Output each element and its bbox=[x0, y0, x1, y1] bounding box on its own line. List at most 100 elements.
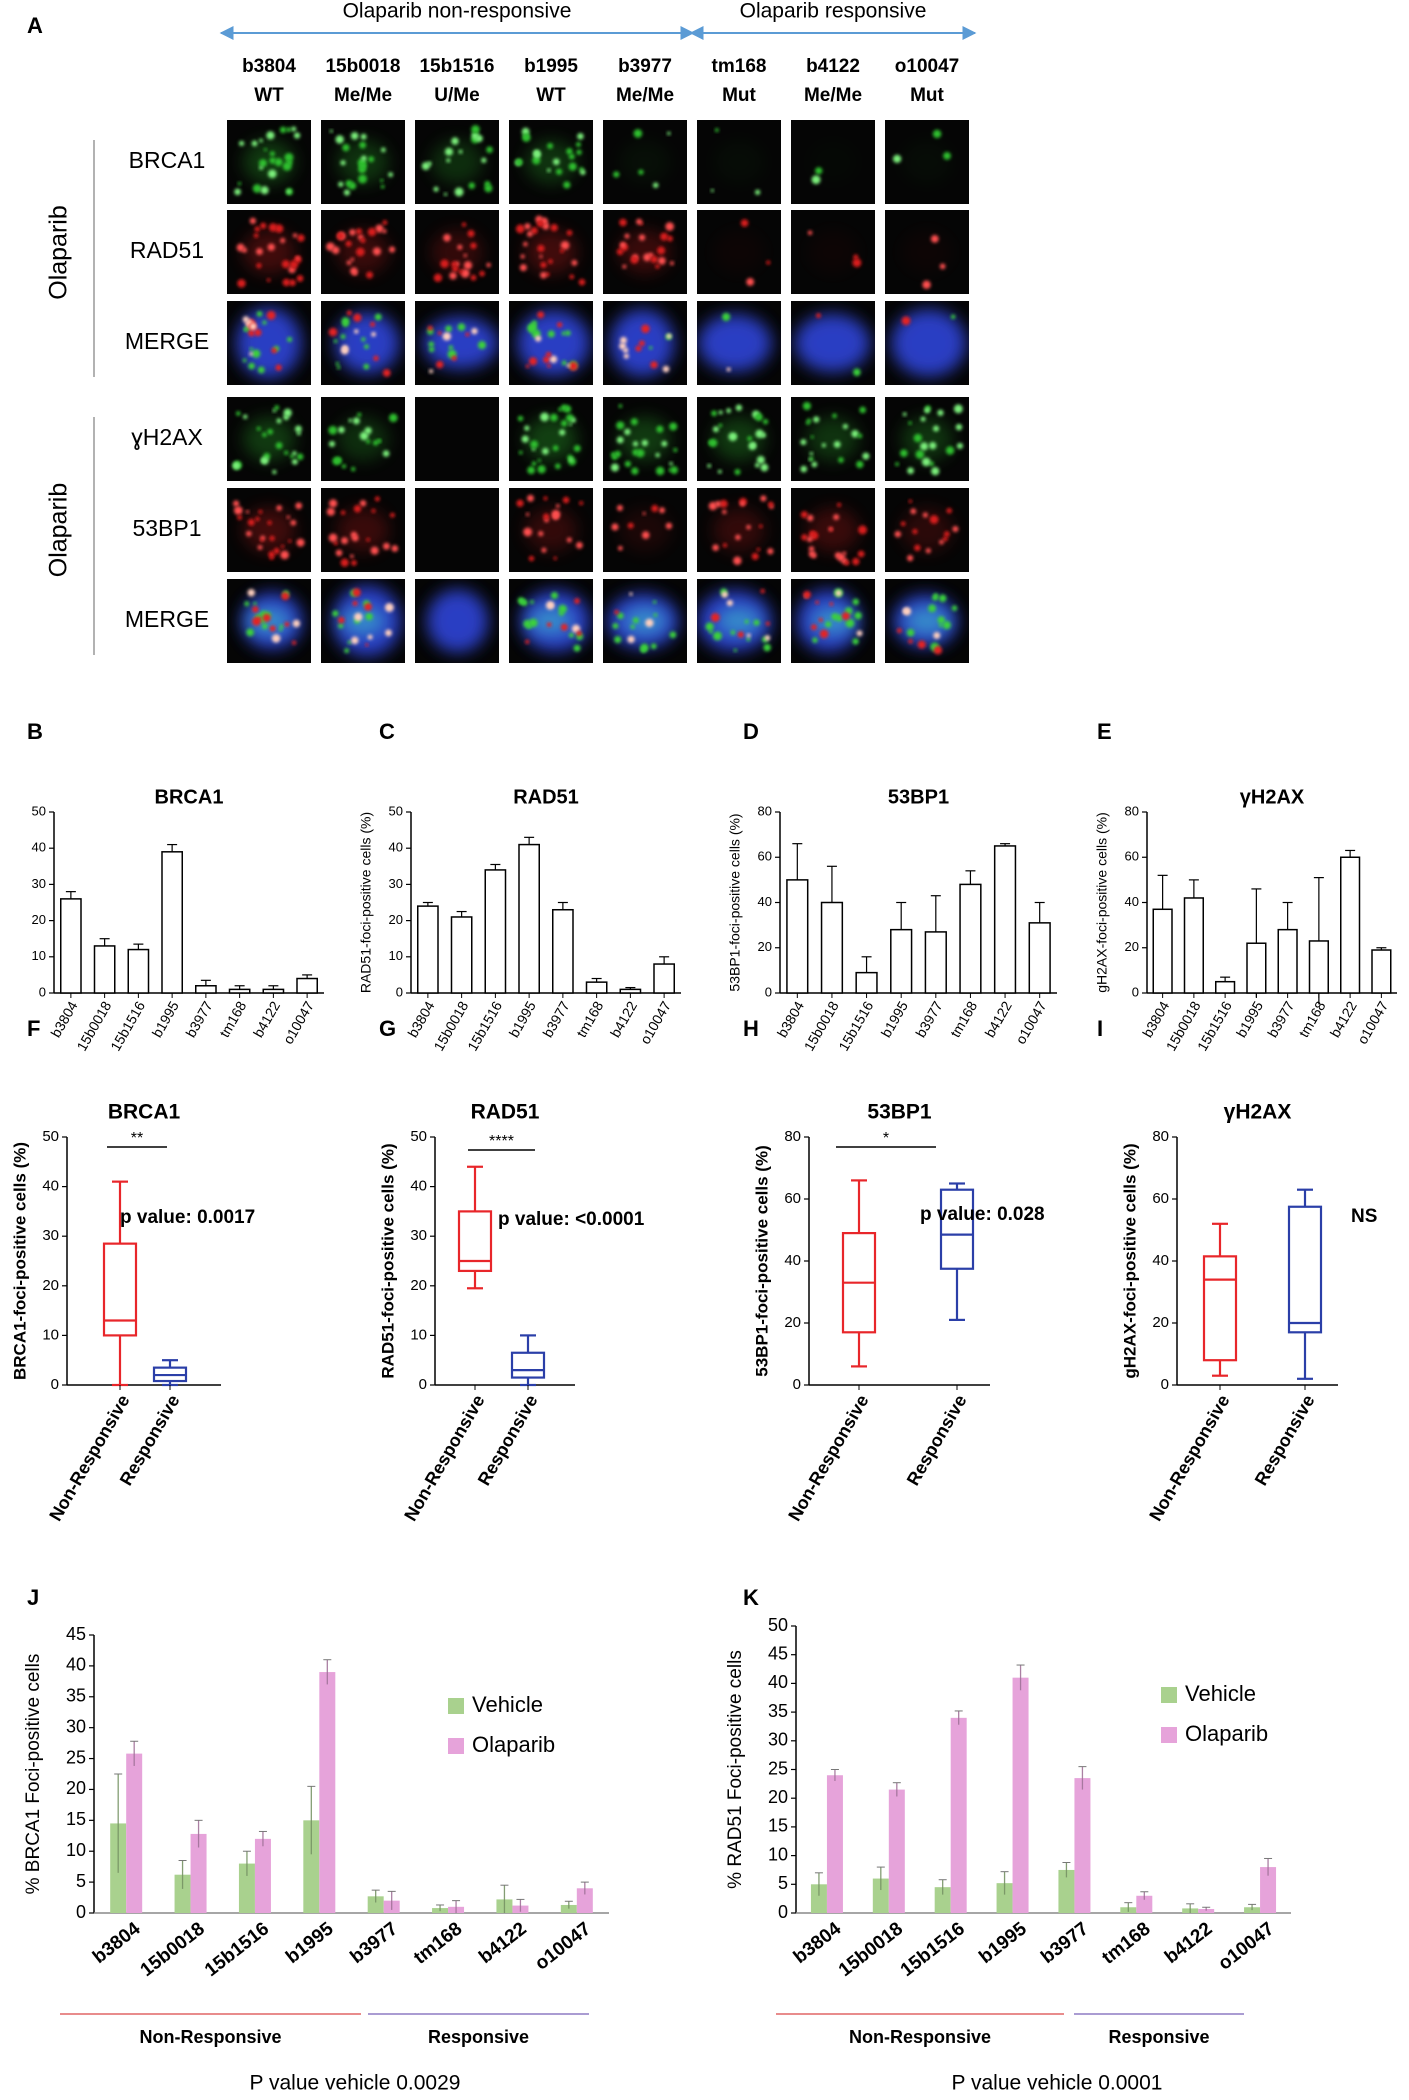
focus bbox=[722, 509, 727, 515]
focus bbox=[269, 535, 275, 542]
x-tick-label: b1995 bbox=[1233, 998, 1266, 1040]
focus bbox=[747, 436, 753, 442]
focus bbox=[900, 521, 906, 527]
focus bbox=[460, 268, 470, 278]
y-axis-label: % RAD51 Foci-positive cells bbox=[725, 1650, 746, 1889]
box bbox=[102, 1242, 138, 1337]
focus bbox=[910, 508, 917, 515]
legend-label: Olaparib bbox=[1185, 1721, 1268, 1746]
image-cell bbox=[603, 579, 687, 663]
y-axis-label: % BRCA1 Foci-positive cells bbox=[23, 1654, 44, 1895]
focus bbox=[622, 264, 627, 269]
focus bbox=[269, 625, 276, 632]
focus bbox=[655, 466, 665, 476]
focus bbox=[746, 524, 751, 530]
focus bbox=[272, 469, 277, 475]
focus bbox=[557, 322, 563, 328]
focus bbox=[238, 140, 245, 147]
column-name: o10047 bbox=[895, 56, 959, 77]
focus bbox=[614, 636, 622, 644]
focus bbox=[352, 588, 361, 597]
focus bbox=[555, 168, 563, 175]
focus bbox=[744, 619, 749, 624]
focus bbox=[486, 262, 491, 268]
focus bbox=[800, 439, 807, 446]
focus bbox=[576, 630, 582, 637]
focus bbox=[667, 131, 671, 136]
bar bbox=[950, 1717, 967, 1913]
focus bbox=[532, 156, 541, 165]
focus bbox=[756, 547, 761, 552]
focus bbox=[945, 446, 955, 455]
focus bbox=[375, 224, 384, 233]
focus bbox=[291, 640, 297, 645]
nucleus bbox=[794, 313, 871, 373]
focus bbox=[816, 313, 821, 318]
focus bbox=[342, 143, 350, 152]
image-cell bbox=[227, 120, 311, 204]
focus bbox=[547, 363, 551, 368]
image-cell bbox=[415, 579, 499, 663]
focus bbox=[728, 432, 738, 442]
y-tick-label: 40 bbox=[1125, 894, 1139, 909]
column-status: Me/Me bbox=[804, 85, 862, 106]
focus bbox=[538, 531, 544, 537]
focus bbox=[619, 218, 627, 227]
y-tick-label: 5 bbox=[778, 1873, 788, 1893]
y-tick-label: 0 bbox=[778, 1902, 788, 1922]
cell-content bbox=[708, 495, 774, 565]
y-tick-label: 10 bbox=[66, 1840, 86, 1860]
focus bbox=[249, 322, 257, 330]
focus bbox=[760, 495, 767, 502]
focus bbox=[547, 142, 554, 150]
focus bbox=[266, 131, 275, 140]
focus bbox=[760, 463, 769, 472]
image-cell bbox=[791, 210, 875, 294]
x-tick-label: b4122 bbox=[982, 998, 1015, 1040]
y-tick-label: 30 bbox=[768, 1730, 788, 1750]
focus bbox=[245, 510, 250, 514]
focus bbox=[281, 592, 290, 601]
focus bbox=[767, 548, 774, 555]
focus bbox=[292, 619, 301, 628]
focus bbox=[661, 440, 668, 447]
focus bbox=[340, 160, 346, 166]
focus bbox=[807, 230, 813, 236]
cell-content bbox=[423, 316, 499, 374]
focus bbox=[539, 254, 543, 259]
focus bbox=[712, 544, 719, 551]
focus bbox=[282, 278, 291, 287]
focus bbox=[257, 366, 265, 374]
focus bbox=[722, 543, 728, 548]
focus bbox=[519, 264, 527, 272]
focus bbox=[624, 460, 631, 468]
bar bbox=[262, 988, 285, 994]
focus bbox=[842, 551, 847, 556]
focus bbox=[760, 432, 767, 438]
focus bbox=[355, 228, 363, 235]
focus bbox=[550, 224, 558, 232]
focus bbox=[767, 501, 774, 508]
bar bbox=[1058, 1869, 1075, 1913]
box bbox=[510, 1351, 546, 1379]
focus bbox=[574, 598, 580, 604]
focus bbox=[286, 515, 291, 519]
x-tick-label: tm168 bbox=[410, 1918, 466, 1968]
focus bbox=[851, 429, 859, 438]
focus bbox=[526, 230, 533, 237]
focus bbox=[632, 449, 639, 456]
y-tick-label: 45 bbox=[66, 1624, 86, 1644]
focus bbox=[829, 602, 834, 606]
focus bbox=[913, 433, 923, 443]
focus bbox=[296, 453, 304, 461]
focus bbox=[550, 413, 558, 422]
focus bbox=[280, 544, 285, 549]
x-tick-label: b3804 bbox=[47, 998, 80, 1040]
focus bbox=[808, 530, 816, 538]
focus bbox=[631, 467, 639, 475]
focus bbox=[279, 628, 283, 632]
focus bbox=[939, 623, 943, 628]
y-tick-label: 40 bbox=[1152, 1252, 1169, 1269]
